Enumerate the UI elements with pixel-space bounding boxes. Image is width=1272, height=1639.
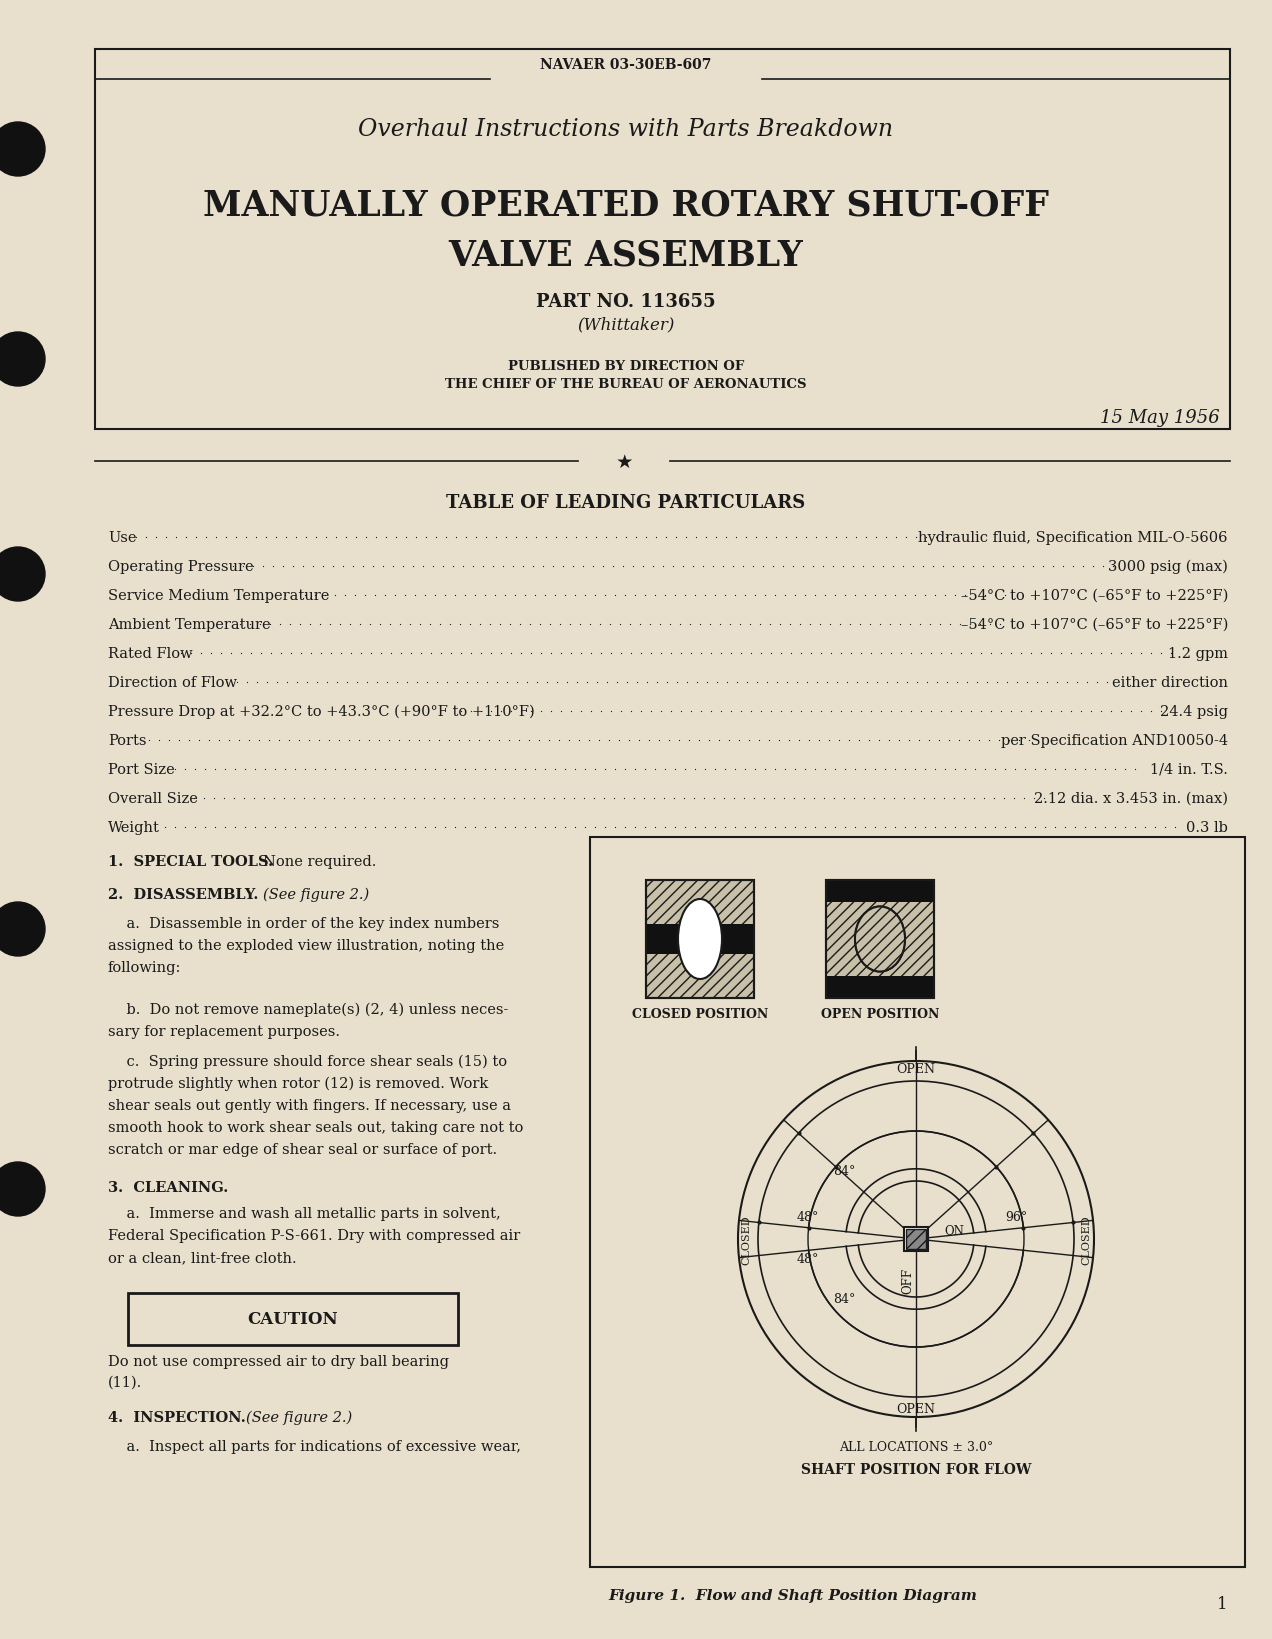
Text: (Whittaker): (Whittaker) (577, 316, 674, 333)
Circle shape (0, 547, 45, 602)
Text: protrude slightly when rotor (12) is removed. Work: protrude slightly when rotor (12) is rem… (108, 1077, 488, 1090)
Text: Ports: Ports (108, 734, 146, 747)
Text: 2.  DISASSEMBLY.: 2. DISASSEMBLY. (108, 887, 258, 901)
Text: CAUTION: CAUTION (248, 1311, 338, 1328)
Text: Weight: Weight (108, 821, 160, 834)
Text: sary for replacement purposes.: sary for replacement purposes. (108, 1024, 340, 1039)
Text: ★: ★ (616, 452, 632, 472)
Text: (See figure 2.): (See figure 2.) (245, 1410, 352, 1424)
Text: Use: Use (108, 531, 136, 544)
Text: a.  Disassemble in order of the key index numbers: a. Disassemble in order of the key index… (108, 916, 500, 931)
Text: Port Size: Port Size (108, 762, 174, 777)
Circle shape (0, 1162, 45, 1216)
Ellipse shape (855, 906, 904, 972)
Text: (11).: (11). (108, 1375, 142, 1390)
Text: a.  Immerse and wash all metallic parts in solvent,: a. Immerse and wash all metallic parts i… (108, 1206, 501, 1221)
Text: CLOSED POSITION: CLOSED POSITION (632, 1008, 768, 1021)
Text: 0.3 lb: 0.3 lb (1186, 821, 1227, 834)
Text: 15 May 1956: 15 May 1956 (1100, 408, 1220, 426)
Bar (590, 838, 1245, 1567)
Text: 84°: 84° (833, 1293, 855, 1306)
Text: –54°C to +107°C (–65°F to +225°F): –54°C to +107°C (–65°F to +225°F) (960, 618, 1227, 631)
Text: 3.  CLEANING.: 3. CLEANING. (108, 1180, 228, 1195)
Text: Overhaul Instructions with Parts Breakdown: Overhaul Instructions with Parts Breakdo… (359, 118, 893, 141)
Text: VALVE ASSEMBLY: VALVE ASSEMBLY (449, 238, 804, 272)
Text: THE CHIEF OF THE BUREAU OF AERONAUTICS: THE CHIEF OF THE BUREAU OF AERONAUTICS (445, 379, 806, 392)
Text: TABLE OF LEADING PARTICULARS: TABLE OF LEADING PARTICULARS (446, 493, 805, 511)
Text: CLOSED: CLOSED (1081, 1214, 1091, 1264)
Text: scratch or mar edge of shear seal or surface of port.: scratch or mar edge of shear seal or sur… (108, 1142, 497, 1155)
Text: 4.  INSPECTION.: 4. INSPECTION. (108, 1410, 245, 1424)
Text: –54°C to +107°C (–65°F to +225°F): –54°C to +107°C (–65°F to +225°F) (960, 588, 1227, 603)
Text: OPEN: OPEN (897, 1403, 935, 1416)
Text: SHAFT POSITION FOR FLOW: SHAFT POSITION FOR FLOW (801, 1462, 1032, 1477)
Bar (646, 880, 754, 998)
Text: MANUALLY OPERATED ROTARY SHUT-OFF: MANUALLY OPERATED ROTARY SHUT-OFF (204, 188, 1049, 221)
Text: 48°: 48° (796, 1211, 819, 1224)
Bar (128, 1293, 458, 1346)
Ellipse shape (678, 900, 722, 980)
Bar (826, 977, 934, 998)
Text: OPEN POSITION: OPEN POSITION (820, 1008, 939, 1021)
Text: PART NO. 113655: PART NO. 113655 (537, 293, 716, 311)
Text: 1.2 gpm: 1.2 gpm (1168, 647, 1227, 661)
Bar (95, 49, 1230, 429)
Text: shear seals out gently with fingers. If necessary, use a: shear seals out gently with fingers. If … (108, 1098, 511, 1113)
Circle shape (0, 903, 45, 957)
Text: Figure 1.  Flow and Shaft Position Diagram: Figure 1. Flow and Shaft Position Diagra… (608, 1588, 977, 1601)
Text: Rated Flow: Rated Flow (108, 647, 192, 661)
Text: or a clean, lint-free cloth.: or a clean, lint-free cloth. (108, 1251, 296, 1264)
Text: 1/4 in. T.S.: 1/4 in. T.S. (1150, 762, 1227, 777)
Text: 2.12 dia. x 3.453 in. (max): 2.12 dia. x 3.453 in. (max) (1034, 792, 1227, 805)
Text: ON: ON (944, 1224, 964, 1237)
Text: Operating Pressure: Operating Pressure (108, 559, 253, 574)
Bar (646, 924, 754, 954)
Text: 3000 psig (max): 3000 psig (max) (1108, 559, 1227, 574)
Text: 48°: 48° (796, 1252, 819, 1265)
Text: 1.  SPECIAL TOOLS.: 1. SPECIAL TOOLS. (108, 854, 273, 869)
Text: (See figure 2.): (See figure 2.) (263, 887, 369, 901)
Circle shape (0, 333, 45, 387)
Text: Overall Size: Overall Size (108, 792, 198, 805)
Text: Do not use compressed air to dry ball bearing: Do not use compressed air to dry ball be… (108, 1354, 449, 1369)
Text: Federal Specification P-S-661. Dry with compressed air: Federal Specification P-S-661. Dry with … (108, 1228, 520, 1242)
Text: Pressure Drop at +32.2°C to +43.3°C (+90°F to +110°F): Pressure Drop at +32.2°C to +43.3°C (+90… (108, 705, 534, 720)
Bar (646, 880, 754, 998)
Bar (826, 880, 934, 998)
Text: 96°: 96° (1005, 1211, 1027, 1224)
Bar (826, 880, 934, 998)
Text: 84°: 84° (833, 1165, 855, 1178)
Text: CLOSED: CLOSED (742, 1214, 750, 1264)
Bar (906, 1229, 926, 1249)
Bar (904, 1228, 929, 1251)
Text: PUBLISHED BY DIRECTION OF: PUBLISHED BY DIRECTION OF (508, 359, 744, 372)
Text: None required.: None required. (263, 854, 377, 869)
Circle shape (0, 123, 45, 177)
Text: hydraulic fluid, Specification MIL-O-5606: hydraulic fluid, Specification MIL-O-560… (918, 531, 1227, 544)
Text: assigned to the exploded view illustration, noting the: assigned to the exploded view illustrati… (108, 939, 504, 952)
Text: Direction of Flow: Direction of Flow (108, 675, 237, 690)
Text: smooth hook to work shear seals out, taking care not to: smooth hook to work shear seals out, tak… (108, 1121, 523, 1134)
Text: b.  Do not remove nameplate(s) (2, 4) unless neces-: b. Do not remove nameplate(s) (2, 4) unl… (108, 1001, 509, 1016)
Text: either direction: either direction (1112, 675, 1227, 690)
Text: a.  Inspect all parts for indications of excessive wear,: a. Inspect all parts for indications of … (108, 1439, 522, 1454)
Text: NAVAER 03-30EB-607: NAVAER 03-30EB-607 (541, 57, 712, 72)
Text: OFF: OFF (902, 1267, 915, 1293)
Text: OPEN: OPEN (897, 1062, 935, 1075)
Text: 1: 1 (1217, 1595, 1227, 1613)
Ellipse shape (855, 906, 904, 972)
Text: c.  Spring pressure should force shear seals (15) to: c. Spring pressure should force shear se… (108, 1054, 508, 1069)
Text: Service Medium Temperature: Service Medium Temperature (108, 588, 329, 603)
Text: ALL LOCATIONS ± 3.0°: ALL LOCATIONS ± 3.0° (838, 1441, 993, 1454)
Text: following:: following: (108, 960, 182, 975)
Text: Ambient Temperature: Ambient Temperature (108, 618, 271, 631)
Text: 24.4 psig: 24.4 psig (1160, 705, 1227, 718)
Bar (826, 880, 934, 903)
Text: per Specification AND10050-4: per Specification AND10050-4 (1001, 734, 1227, 747)
